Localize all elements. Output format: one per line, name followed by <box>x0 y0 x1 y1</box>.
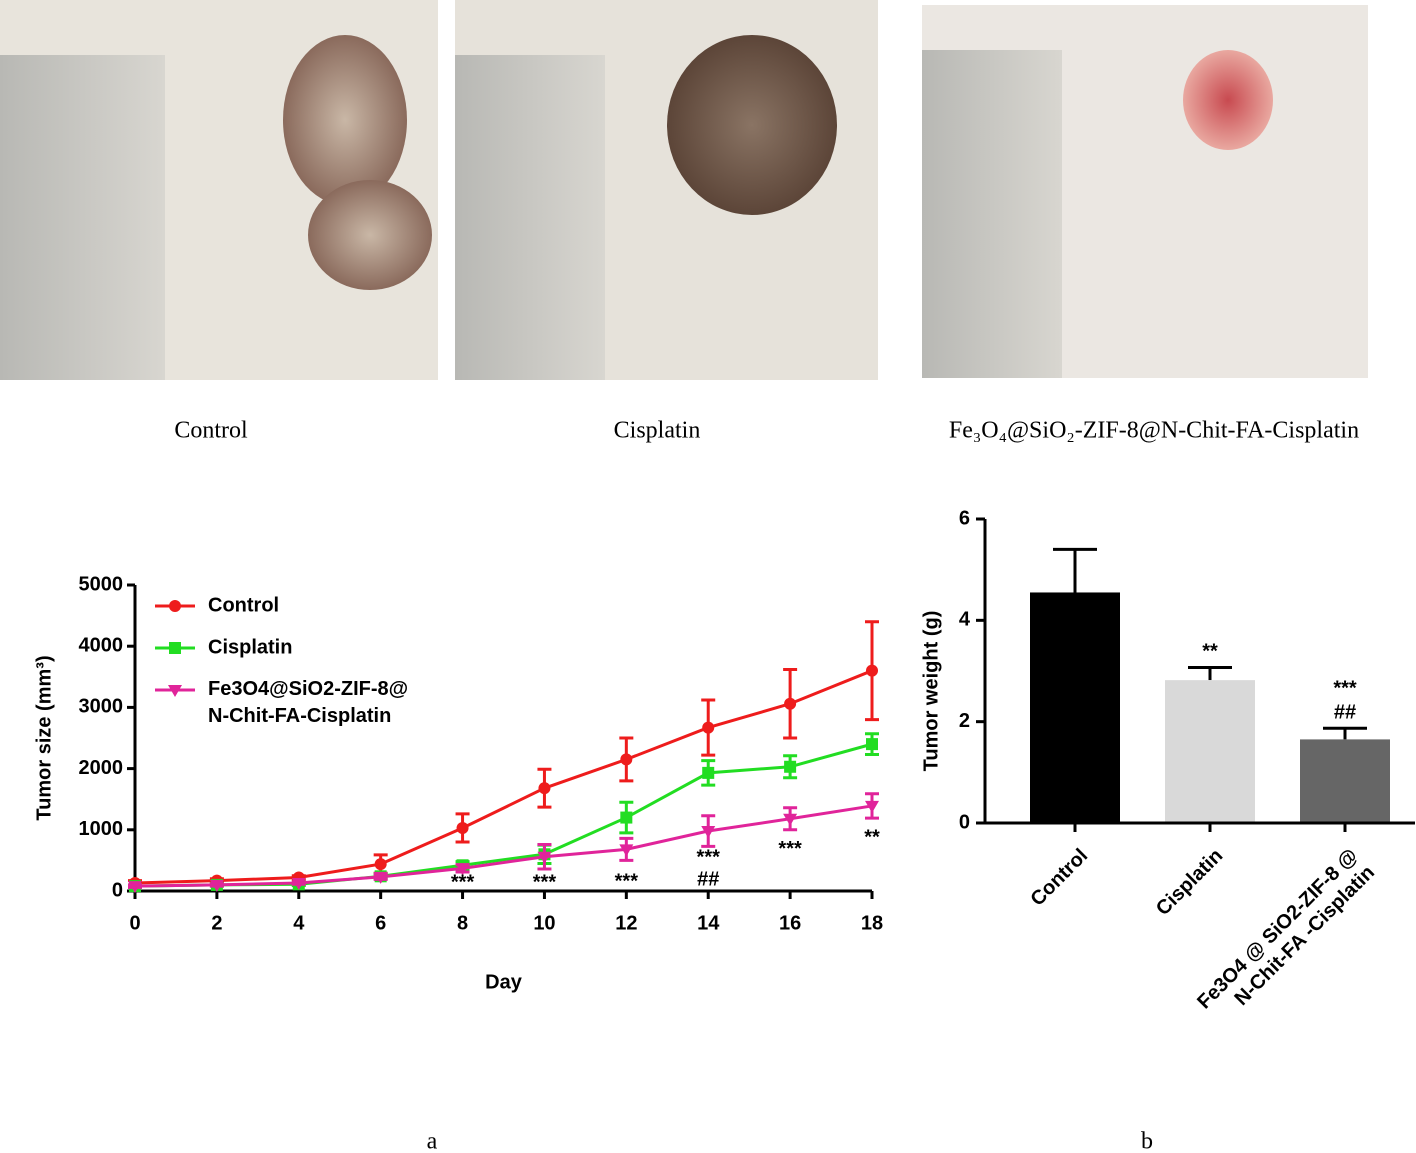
error-bar <box>1323 726 1367 740</box>
marker <box>866 738 878 751</box>
marker <box>619 844 634 857</box>
x-tick-label: 8 <box>457 912 468 934</box>
panel-label: b <box>1141 1129 1153 1153</box>
photo-cisplatin <box>455 0 878 380</box>
marker <box>455 863 470 876</box>
marker <box>620 753 633 766</box>
x-tick-label: 14 <box>697 912 720 934</box>
significance-label: ## <box>697 869 719 891</box>
y-tick-label: 0 <box>112 879 123 901</box>
significance-label: *** <box>451 871 475 893</box>
marker <box>866 664 878 677</box>
significance-label: *** <box>533 871 557 893</box>
marker <box>702 721 715 734</box>
error-bar <box>1053 547 1097 593</box>
label-line-2: N-Chit-FA -Cisplatin <box>1231 862 1380 1011</box>
marker <box>291 878 306 891</box>
x-tick-label: 10 <box>533 912 555 934</box>
significance-label: ** <box>864 826 880 848</box>
marker <box>456 821 469 834</box>
y-tick-label: 6 <box>959 507 970 529</box>
marker <box>865 800 879 813</box>
y-tick-label: 4 <box>959 609 971 631</box>
panel-label: a <box>427 1129 438 1153</box>
photo-control <box>0 0 438 380</box>
legend-label: Fe3O4@SiO2-ZIF-8@ N-Chit-FA-Cisplatin <box>208 678 408 727</box>
x-tick-label: 18 <box>861 912 883 934</box>
marker <box>784 760 797 773</box>
y-tick-label: 4000 <box>79 634 124 656</box>
marker <box>784 697 797 710</box>
legend-line-1: Fe3O4@SiO2-ZIF-8@ <box>208 678 408 700</box>
legend-label: Control <box>208 594 279 616</box>
marker <box>169 642 181 654</box>
marker <box>374 858 387 871</box>
significance-label: *** <box>778 838 802 860</box>
marker <box>169 600 181 612</box>
marker <box>702 766 715 779</box>
series-line <box>134 804 873 888</box>
marker <box>209 879 224 892</box>
bar <box>1030 592 1120 823</box>
error-bar <box>1188 665 1232 681</box>
marker <box>783 813 798 826</box>
bar <box>1165 680 1255 823</box>
significance-label: *** <box>615 871 639 893</box>
x-tick-label: 12 <box>615 912 637 934</box>
x-tick-label: 16 <box>779 912 801 934</box>
marker <box>538 782 551 795</box>
x-tick-label: 4 <box>293 912 305 934</box>
photo-caption: Fe₃O₄@SiO₂-ZIF-8@N-Chit-FA-Cisplatin <box>949 418 1359 444</box>
y-tick-label: 2000 <box>79 757 124 779</box>
photo-caption: Cisplatin <box>614 418 701 444</box>
x-axis-label: Day <box>485 971 523 993</box>
y-axis-label: Tumor size (mm³) <box>33 655 55 820</box>
series-line <box>134 669 873 885</box>
photo-caption: Control <box>174 418 248 444</box>
x-tick-label: Fe3O4 @ SiO2-ZIF-8 @N-Chit-FA -Cisplatin <box>1193 845 1379 1031</box>
y-tick-label: 2 <box>959 710 970 732</box>
marker <box>701 826 716 839</box>
y-tick-label: 5000 <box>79 573 124 595</box>
bar <box>1300 739 1390 823</box>
x-tick-label: Control <box>1026 845 1092 911</box>
x-tick-label: 0 <box>129 912 140 934</box>
marker <box>128 881 142 894</box>
significance-label: *** <box>1333 678 1357 700</box>
legend-label: Cisplatin <box>208 636 292 658</box>
label-line-1: Fe3O4 @ SiO2-ZIF-8 @ <box>1193 845 1362 1014</box>
legend-line-2: N-Chit-FA-Cisplatin <box>208 705 391 727</box>
marker <box>373 871 388 884</box>
y-tick-label: 3000 <box>79 696 124 718</box>
y-tick-label: 0 <box>959 811 970 833</box>
x-tick-label: 6 <box>375 912 386 934</box>
y-axis-label: Tumor weight (g) <box>920 611 942 772</box>
marker <box>620 811 633 824</box>
x-tick-label: 2 <box>211 912 222 934</box>
series-line <box>134 742 873 888</box>
marker <box>168 685 182 697</box>
y-tick-label: 1000 <box>79 818 124 840</box>
x-tick-label: Cisplatin <box>1152 845 1227 920</box>
significance-label: *** <box>697 847 721 869</box>
significance-label: ** <box>1202 641 1218 663</box>
photo-nanocomposite <box>922 5 1368 378</box>
significance-label: ## <box>1334 702 1356 724</box>
marker <box>537 851 552 864</box>
